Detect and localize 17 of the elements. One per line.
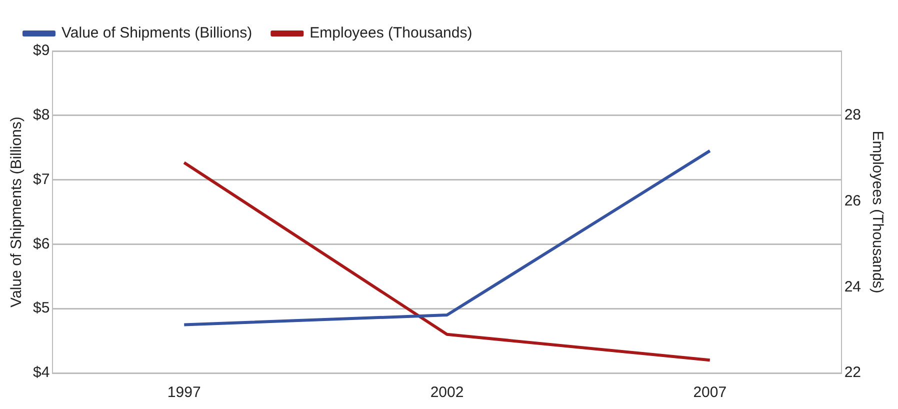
y-tick-label: $6 bbox=[32, 235, 50, 252]
x-tick-label: 1997 bbox=[167, 384, 201, 402]
y2-axis-title: Employees (Thousands) bbox=[868, 130, 886, 294]
y-tick-label: $9 bbox=[32, 42, 50, 60]
y2-tick-label: 28 bbox=[844, 106, 862, 124]
y-tick-label: $8 bbox=[32, 106, 50, 124]
y2-tick-label: 26 bbox=[844, 192, 862, 210]
y-tick-label: $4 bbox=[32, 364, 50, 382]
x-tick-label: 2007 bbox=[693, 384, 727, 402]
y-tick-label: $5 bbox=[32, 300, 50, 317]
legend-label: Employees (Thousands) bbox=[310, 24, 472, 42]
y2-tick-label: 24 bbox=[844, 278, 862, 296]
x-tick-label: 2002 bbox=[430, 384, 464, 402]
y-axis-title: Value of Shipments (Billions) bbox=[8, 116, 26, 308]
y-tick-label: $7 bbox=[32, 170, 50, 188]
legend-label: Value of Shipments (Billions) bbox=[62, 24, 252, 42]
y2-tick-label: 22 bbox=[844, 364, 862, 382]
